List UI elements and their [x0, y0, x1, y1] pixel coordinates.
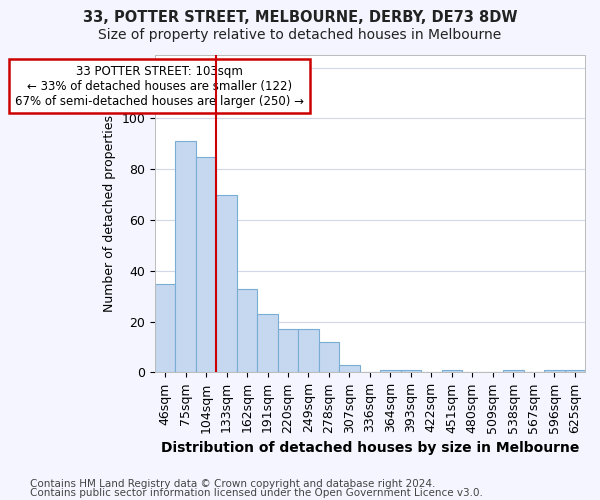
Bar — [401, 370, 421, 372]
Bar — [319, 342, 339, 372]
Bar — [155, 284, 175, 372]
Bar — [565, 370, 585, 372]
Bar — [503, 370, 524, 372]
X-axis label: Distribution of detached houses by size in Melbourne: Distribution of detached houses by size … — [161, 441, 579, 455]
Text: Contains public sector information licensed under the Open Government Licence v3: Contains public sector information licen… — [30, 488, 483, 498]
Bar — [298, 330, 319, 372]
Y-axis label: Number of detached properties: Number of detached properties — [103, 115, 116, 312]
Bar — [217, 194, 237, 372]
Bar — [442, 370, 462, 372]
Text: 33 POTTER STREET: 103sqm
← 33% of detached houses are smaller (122)
67% of semi-: 33 POTTER STREET: 103sqm ← 33% of detach… — [14, 64, 304, 108]
Bar — [339, 365, 359, 372]
Text: Contains HM Land Registry data © Crown copyright and database right 2024.: Contains HM Land Registry data © Crown c… — [30, 479, 436, 489]
Text: Size of property relative to detached houses in Melbourne: Size of property relative to detached ho… — [98, 28, 502, 42]
Text: 33, POTTER STREET, MELBOURNE, DERBY, DE73 8DW: 33, POTTER STREET, MELBOURNE, DERBY, DE7… — [83, 10, 517, 25]
Bar — [278, 330, 298, 372]
Bar — [380, 370, 401, 372]
Bar — [196, 156, 216, 372]
Bar — [237, 288, 257, 372]
Bar — [544, 370, 565, 372]
Bar — [175, 142, 196, 372]
Bar — [257, 314, 278, 372]
